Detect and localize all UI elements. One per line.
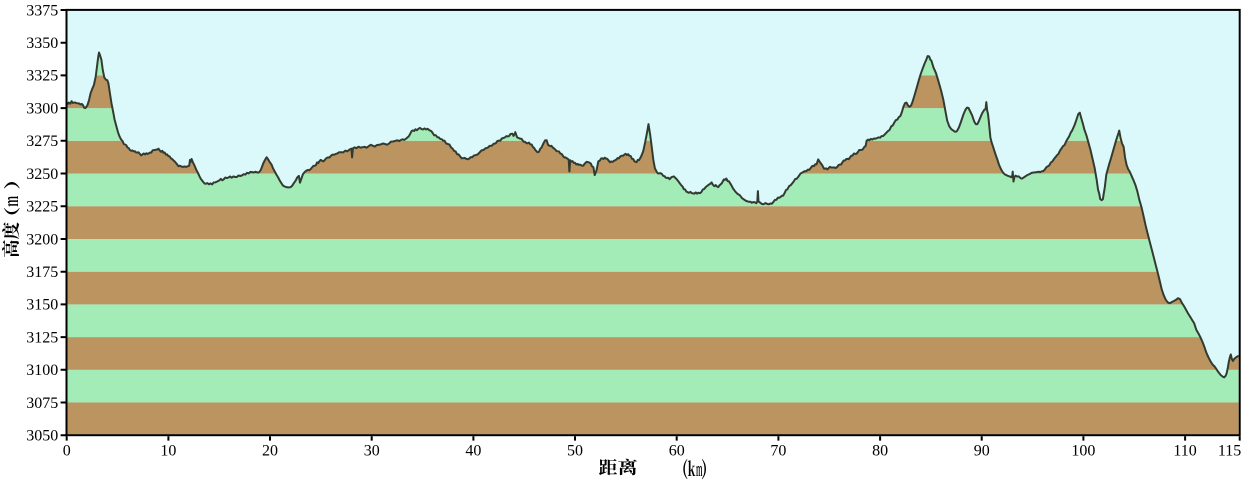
svg-text:115: 115 <box>1218 443 1241 460</box>
svg-text:20: 20 <box>262 443 278 460</box>
svg-text:3225: 3225 <box>26 199 58 216</box>
svg-text:3250: 3250 <box>26 166 58 183</box>
svg-text:3200: 3200 <box>26 231 58 248</box>
svg-text:3275: 3275 <box>26 133 58 150</box>
svg-text:3300: 3300 <box>26 100 58 117</box>
svg-text:50: 50 <box>567 443 583 460</box>
svg-text:10: 10 <box>160 443 176 460</box>
svg-text:110: 110 <box>1173 443 1196 460</box>
svg-text:40: 40 <box>465 443 481 460</box>
svg-text:3350: 3350 <box>26 35 58 52</box>
svg-text:3125: 3125 <box>26 329 58 346</box>
svg-text:3100: 3100 <box>26 362 58 379</box>
svg-text:3150: 3150 <box>26 297 58 314</box>
svg-text:60: 60 <box>669 443 685 460</box>
svg-text:3075: 3075 <box>26 395 58 412</box>
svg-text:0: 0 <box>63 443 71 460</box>
svg-text:3050: 3050 <box>26 428 58 445</box>
svg-text:3175: 3175 <box>26 264 58 281</box>
svg-text:3375: 3375 <box>26 2 58 19</box>
svg-text:3325: 3325 <box>26 68 58 85</box>
svg-text:30: 30 <box>364 443 380 460</box>
svg-text:100: 100 <box>1071 443 1095 460</box>
svg-text:90: 90 <box>974 443 990 460</box>
svg-text:80: 80 <box>872 443 888 460</box>
svg-text:70: 70 <box>770 443 786 460</box>
